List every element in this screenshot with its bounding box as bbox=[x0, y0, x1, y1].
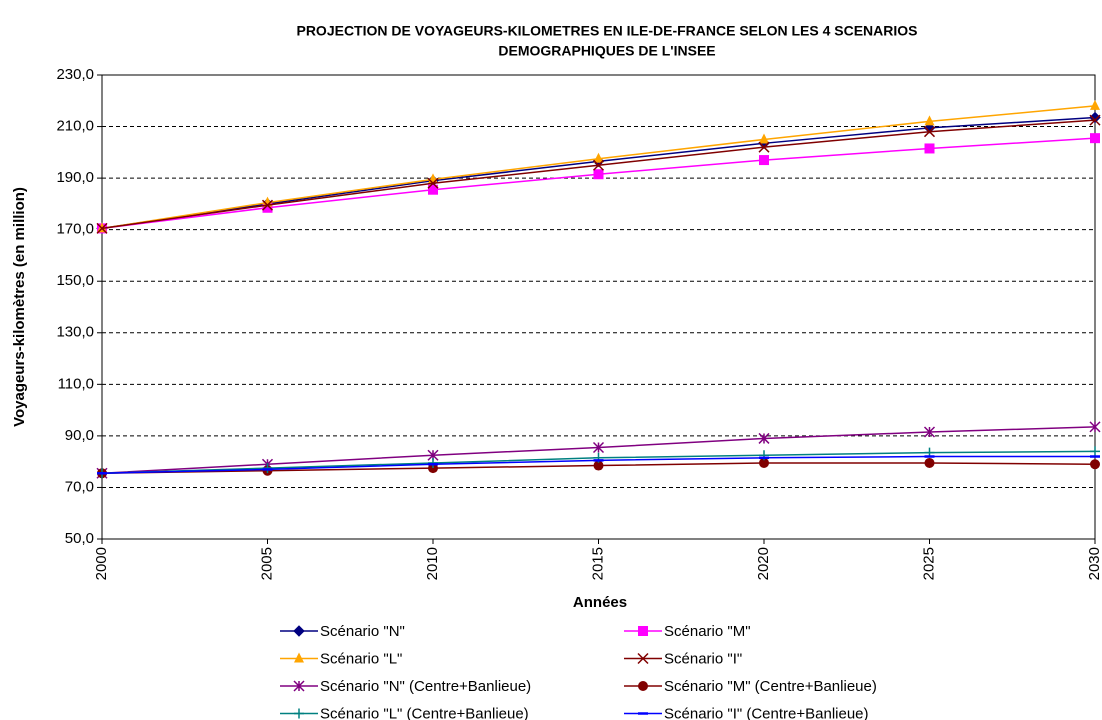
marker bbox=[593, 152, 604, 163]
marker bbox=[427, 177, 439, 189]
marker bbox=[759, 133, 769, 144]
marker bbox=[923, 126, 936, 138]
x-tick-label: 2000 bbox=[93, 547, 110, 580]
marker bbox=[759, 457, 769, 468]
marker bbox=[293, 625, 305, 637]
marker bbox=[637, 652, 649, 665]
marker bbox=[638, 626, 648, 636]
marker bbox=[923, 426, 936, 438]
marker bbox=[294, 708, 304, 719]
marker bbox=[1090, 459, 1100, 470]
marker bbox=[1089, 421, 1101, 433]
y-axis-title: Voyageurs-kilomètres (en million) bbox=[11, 187, 28, 427]
y-tick-label: 70,0 bbox=[65, 478, 94, 495]
marker bbox=[262, 463, 273, 474]
marker bbox=[261, 199, 274, 211]
marker bbox=[923, 122, 936, 134]
y-tick-label: 150,0 bbox=[56, 272, 94, 289]
y-tick-label: 190,0 bbox=[56, 169, 94, 186]
y-tick-label: 170,0 bbox=[56, 221, 94, 238]
x-axis-title: Années bbox=[573, 594, 627, 611]
marker bbox=[924, 115, 935, 126]
series-line bbox=[101, 137, 1096, 230]
marker bbox=[593, 169, 604, 180]
legend-label: Scénario "N" (Centre+Banlieue) bbox=[320, 678, 531, 695]
legend-label: Scénario "L" (Centre+Banlieue) bbox=[320, 705, 529, 720]
marker bbox=[96, 222, 108, 234]
chart-title: PROJECTION DE VOYAGEURS-KILOMETRES EN IL… bbox=[296, 23, 917, 39]
legend-label: Scénario "I" bbox=[664, 650, 742, 667]
x-tick-label: 2005 bbox=[258, 547, 275, 580]
marker bbox=[294, 652, 304, 663]
x-tick-label: 2015 bbox=[589, 547, 606, 580]
x-tick-label: 2020 bbox=[755, 547, 772, 580]
legend-label: Scénario "L" bbox=[320, 650, 402, 667]
y-tick-label: 210,0 bbox=[56, 118, 94, 135]
marker bbox=[593, 460, 604, 471]
x-tick-label: 2025 bbox=[920, 547, 937, 580]
marker bbox=[759, 155, 769, 166]
marker bbox=[592, 441, 605, 454]
marker bbox=[758, 432, 770, 444]
marker bbox=[1090, 133, 1100, 144]
marker bbox=[1089, 114, 1101, 126]
marker bbox=[638, 681, 648, 691]
marker bbox=[1090, 99, 1100, 110]
y-tick-label: 230,0 bbox=[56, 66, 94, 83]
marker bbox=[428, 184, 438, 195]
x-tick-label: 2030 bbox=[1086, 547, 1102, 580]
legend-label: Scénario "M" bbox=[664, 623, 751, 640]
legend-label: Scénario "M" (Centre+Banlieue) bbox=[664, 678, 877, 695]
legend-label: Scénario "N" bbox=[320, 623, 405, 640]
marker bbox=[293, 680, 305, 692]
y-tick-label: 110,0 bbox=[58, 375, 94, 392]
marker bbox=[924, 143, 935, 154]
y-tick-label: 130,0 bbox=[56, 324, 94, 341]
marker bbox=[924, 457, 935, 468]
marker bbox=[1090, 446, 1100, 457]
marker bbox=[592, 159, 605, 171]
marker bbox=[428, 457, 438, 468]
x-tick-label: 2010 bbox=[424, 547, 441, 580]
chart-title: DEMOGRAPHIQUES DE L'INSEE bbox=[498, 43, 715, 59]
marker bbox=[428, 463, 438, 474]
legend-label: Scénario "I" (Centre+Banlieue) bbox=[664, 705, 869, 720]
marker bbox=[262, 202, 273, 213]
y-tick-label: 50,0 bbox=[65, 530, 94, 547]
y-tick-label: 90,0 bbox=[65, 427, 94, 444]
marker bbox=[758, 141, 770, 153]
plot-frame bbox=[101, 74, 1096, 540]
